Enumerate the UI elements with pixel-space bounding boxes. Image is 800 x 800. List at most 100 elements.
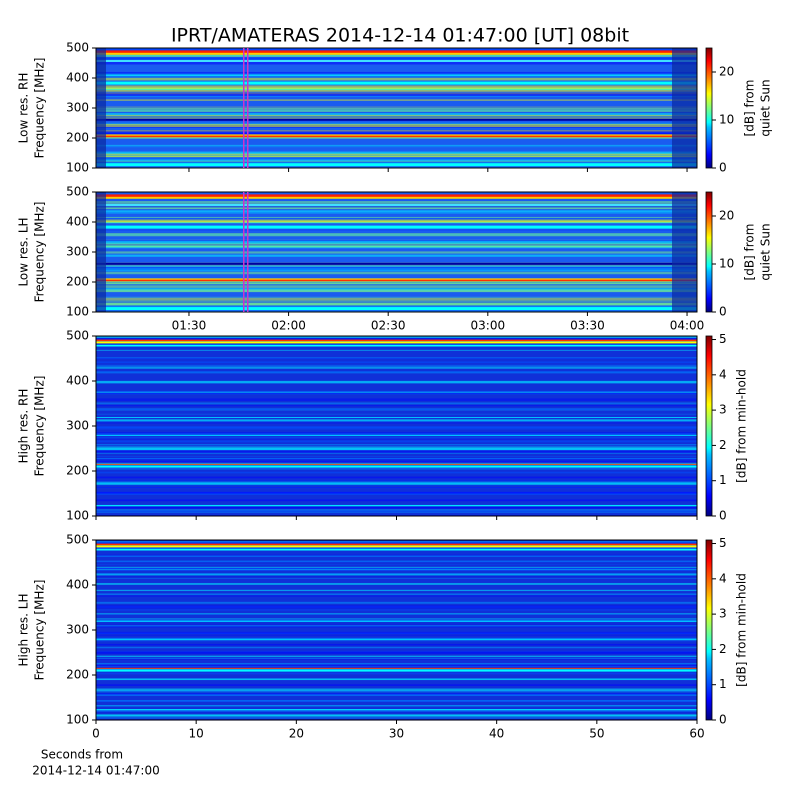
spectrogram-texture [96, 493, 697, 495]
y-axis-label: High res. RH [17, 389, 31, 464]
spectrogram-texture [96, 113, 697, 116]
y-tick-label: 300 [66, 623, 89, 637]
spectrogram-texture [96, 448, 697, 450]
colorbar-tick-label: 0 [719, 161, 727, 175]
x-axis-label: Seconds from [41, 748, 123, 762]
spectrogram-texture [96, 73, 697, 76]
spectrogram-texture [96, 554, 697, 556]
spectrogram-texture [96, 115, 697, 119]
x-axis-label: 2014-12-14 01:47:00 [32, 764, 159, 778]
spectrogram-band [96, 118, 697, 121]
spectrogram-texture [96, 666, 697, 668]
spectrogram-texture [96, 542, 697, 544]
x-tick-label: 03:30 [570, 319, 605, 333]
y-tick-label: 400 [66, 578, 89, 592]
spectrogram-texture [96, 451, 697, 452]
x-tick-label: 04:00 [670, 319, 705, 333]
colorbar-tick-label: 3 [719, 403, 727, 417]
spectrogram-texture [96, 426, 697, 429]
spectrogram-texture [96, 499, 697, 502]
spectrogram-texture [96, 655, 697, 658]
y-axis-label: Frequency [MHz] [33, 58, 47, 159]
spectrogram-texture [96, 632, 697, 634]
spectrogram-texture [96, 668, 697, 670]
spectrogram-texture [96, 151, 697, 154]
spectrogram-texture [96, 437, 697, 439]
colorbar [705, 191, 713, 313]
y-axis-label: High res. LH [17, 593, 31, 666]
spectrogram-texture [96, 566, 697, 568]
spectrogram-texture [96, 371, 697, 373]
spectrogram-texture [96, 123, 697, 128]
colorbar-tick-label: 10 [719, 113, 734, 127]
y-tick-label: 500 [66, 533, 89, 547]
spectrogram-texture [96, 393, 697, 395]
y-tick-label: 400 [66, 215, 89, 229]
colorbar [705, 47, 713, 169]
spectrogram-texture [96, 436, 697, 438]
spectrogram-texture [96, 546, 697, 549]
spectrogram-texture [96, 271, 697, 275]
spectrogram-texture [96, 265, 697, 267]
spectrogram-texture [96, 130, 697, 134]
spectrogram-texture [96, 589, 697, 592]
x-tick-label: 03:00 [471, 319, 506, 333]
spectrogram-band [96, 545, 697, 548]
spectrogram-band [96, 204, 697, 206]
spectrogram-texture [96, 492, 697, 494]
spectrogram-texture [96, 233, 697, 237]
y-tick-label: 300 [66, 419, 89, 433]
spectrogram-texture [96, 297, 697, 299]
y-tick-label: 300 [66, 101, 89, 115]
y-tick-label: 200 [66, 275, 89, 289]
spectrogram-texture [96, 242, 697, 246]
spectrogram-texture [96, 136, 697, 139]
spectrogram-band [96, 307, 697, 311]
spectrogram-texture [96, 651, 697, 653]
spectrogram-texture [96, 77, 697, 81]
spectrogram-texture [96, 109, 697, 112]
spectrogram-texture [96, 701, 697, 702]
spectrogram-texture [96, 357, 697, 359]
colorbar-label: quiet Sun [759, 223, 773, 280]
spectrogram-texture [96, 289, 697, 292]
colorbar [705, 539, 713, 721]
spectrogram-band [96, 435, 697, 436]
x-tick-label: 60 [689, 727, 704, 741]
spectrogram-texture [96, 419, 697, 421]
spectrogram-texture [96, 74, 697, 76]
spectrogram-texture [96, 365, 697, 368]
spectrogram-band [96, 465, 697, 468]
y-tick-label: 300 [66, 245, 89, 259]
colorbar [705, 335, 713, 517]
spectrogram-texture [96, 210, 697, 214]
spectrogram-texture [96, 254, 697, 257]
spectrogram-texture [96, 635, 697, 637]
y-axis-label: Frequency [MHz] [33, 580, 47, 681]
spectrogram-band [96, 81, 697, 85]
spectrogram-texture [96, 609, 697, 611]
spectrogram-texture [96, 107, 697, 110]
spectrogram-texture [96, 573, 697, 576]
spectrogram-texture [96, 637, 697, 640]
spectrogram-texture [96, 402, 697, 404]
spectrogram-texture [96, 606, 697, 608]
colorbar-tick-label: 4 [719, 367, 727, 381]
spectrogram-texture [96, 298, 697, 302]
spectrogram-texture [96, 280, 697, 284]
spectrogram-texture [96, 717, 697, 719]
spectrogram-texture [96, 144, 697, 146]
spectrogram-band [96, 669, 697, 672]
spectrogram-edge [672, 192, 697, 312]
x-tick-label: 02:30 [371, 319, 406, 333]
colorbar-tick-label: 5 [719, 536, 727, 550]
y-tick-label: 200 [66, 464, 89, 478]
spectrogram-texture [96, 548, 697, 549]
spectrogram-texture [96, 618, 697, 620]
spectrogram-texture [96, 363, 697, 365]
spectrogram-texture [96, 694, 697, 696]
spectrogram-texture [96, 71, 697, 75]
spectrogram-texture [96, 216, 697, 219]
spectrogram-texture [96, 399, 697, 401]
spectrogram-texture [96, 267, 697, 271]
